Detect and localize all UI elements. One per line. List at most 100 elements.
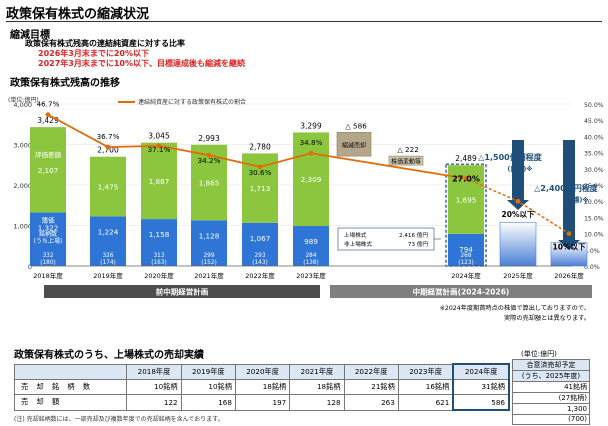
unlisted-label: 1,865 [199, 179, 220, 188]
unlisted-label: 2,107 [38, 166, 59, 175]
y-tick-label: 0 [28, 263, 32, 271]
ratio-point [156, 143, 162, 149]
table-year-header: 2024年度 [452, 363, 510, 380]
x-tick-label: 2020年度 [144, 271, 174, 280]
table-cell: 21銘柄 [343, 379, 399, 395]
x-tick-label: 2022年度 [245, 271, 275, 280]
goal-line-3: 2027年3月末までに10%以下、目標達成後も縮減を継続 [38, 59, 245, 68]
issue-count-label: 293 (143) [252, 253, 268, 266]
forecast-label: △1,500億円程度 [478, 152, 542, 162]
y-tick-label: 3,000 [13, 142, 32, 150]
sales-table: 2018年度 2019年度 2020年度 2021年度 2022年度 2023年度 2024… [13, 363, 510, 411]
table-year-header: 2020年度 [234, 363, 291, 380]
listed-label: 1,158 [149, 230, 170, 239]
goal-line-2: 2026年3月末までに20%以下 [38, 49, 149, 58]
bar-legend-issues: 銘柄数(うち上場) [34, 230, 63, 245]
ratio-point [463, 176, 469, 181]
table-row-label: 売 却 銘 柄 数 [13, 379, 128, 395]
waterfall-box [388, 155, 424, 166]
x-tick-label: 2019年度 [93, 271, 123, 280]
waterfall-box [336, 132, 372, 157]
y2-tick-label: 35.0% [584, 151, 604, 158]
ratio-point [105, 144, 111, 150]
bar-unlisted [90, 156, 126, 217]
table-cell: 122 [126, 394, 182, 411]
total-label: 2,700 [97, 146, 119, 155]
issue-count-label: 268 (123) [458, 253, 474, 266]
ratio-point [45, 112, 51, 118]
issue-count-label: 284 (138) [303, 253, 319, 266]
side-value: (27銘柄) [512, 392, 590, 404]
ratio-label: 37.1% [148, 145, 171, 154]
side-value: (700) [512, 413, 590, 425]
side-header-2: (うち、2025年度) [512, 370, 590, 382]
left-unit: (単位:億円) [8, 96, 39, 104]
table-cell: 621 [397, 394, 454, 411]
planned-sales-table: 合意済売却予定 (うち、2025年度) 41銘柄 (27銘柄) 1,300 (7… [512, 359, 590, 425]
ratio-label: 46.7% [37, 100, 60, 109]
table-cell: 18銘柄 [289, 379, 345, 395]
total-label: 3,429 [37, 116, 59, 125]
legend-label: 連結純資産に対する政策保有株式の割合 [138, 98, 246, 106]
bar-listed [191, 220, 227, 266]
y2-tick-label: 25.0% [584, 183, 604, 190]
table-row: 売 却 銘 柄 数 10銘柄 10銘柄 18銘柄 18銘柄 21銘柄 16銘柄 31銘柄 [13, 379, 510, 395]
side-value: 41銘柄 [512, 381, 590, 393]
x-tick-label: 2021年度 [194, 271, 224, 280]
title-divider [6, 21, 602, 22]
total-label: 3,045 [148, 132, 170, 141]
y2-tick-label: 45.0% [584, 118, 604, 125]
table-cell: 263 [343, 394, 399, 411]
forecast-sub: (目標)※ [563, 195, 588, 204]
y-tick-label: 4,000 [13, 101, 32, 109]
side-header-1: 合意済売却予定 [512, 359, 590, 371]
bar-legend-unlisted: 評価差額 [35, 150, 62, 159]
table-corner [13, 363, 128, 380]
table-cell: 31銘柄 [452, 379, 510, 395]
bar-listed [293, 225, 329, 266]
y-tick-label: 2,000 [13, 182, 32, 190]
bar-unlisted [141, 142, 177, 220]
inset-value: 2,416 億円 [399, 231, 428, 239]
y2-tick-label: 0.0% [584, 264, 600, 271]
waterfall-tag: 縮減売却 [342, 141, 366, 149]
goal-line-1: 政策保有株式残高の連結純資産に対する比率 [25, 39, 185, 48]
x-tick-label: 2026年度 [554, 271, 584, 280]
inset-label: 上場株式 [344, 231, 367, 239]
unlisted-label: 2,309 [301, 175, 322, 184]
ratio-label: 10%以下 [553, 243, 586, 252]
ratio-label: 36.7% [97, 132, 120, 141]
listed-label: 1,128 [199, 231, 220, 240]
issue-count-label: 299 (152) [201, 253, 217, 266]
forecast-arrow-head [558, 240, 580, 250]
bar-unlisted [293, 132, 329, 226]
waterfall-tag: 株価変動等 [391, 158, 421, 166]
forecast-label: △2,400億円程度 [534, 183, 598, 193]
table-cell: 128 [289, 394, 345, 411]
total-label: 2,993 [198, 134, 220, 143]
table-cell: 586 [452, 394, 510, 411]
y2-tick-label: 15.0% [584, 215, 604, 222]
total-label: 2,780 [249, 142, 271, 151]
y2-tick-label: 5.0% [584, 248, 600, 255]
ratio-label: 27.0% [452, 175, 480, 184]
issue-count-label: 326 (174) [100, 253, 116, 266]
ratio-point [308, 150, 314, 156]
x-tick-label: 2024年度 [451, 271, 481, 280]
total-label: 3,299 [300, 121, 322, 130]
period-bar-previous [44, 285, 320, 298]
y2-tick-label: 30.0% [584, 167, 604, 174]
ratio-label: 30.6% [249, 168, 272, 177]
chart-heading: 政策保有株式残高の推移 [10, 78, 120, 89]
inset-value: 73 億円 [408, 240, 428, 248]
issue-count-label: 313 (163) [151, 253, 167, 266]
ratio-label: 20%以下 [502, 210, 535, 219]
table-row-label: 売 却 額 [13, 394, 128, 411]
bar-listed [30, 212, 66, 266]
ratio-label: 34.2% [198, 156, 221, 165]
ratio-point [515, 198, 521, 204]
holdings-chart: 0 1,000 2,000 3,000 4,000 0.0% 5.0% 10.0% 15.0% 2… [8, 96, 604, 322]
x-tick-label: 2023年度 [296, 271, 326, 280]
inset-label: 非上場株式 [344, 240, 372, 248]
bar-listed [242, 222, 278, 266]
